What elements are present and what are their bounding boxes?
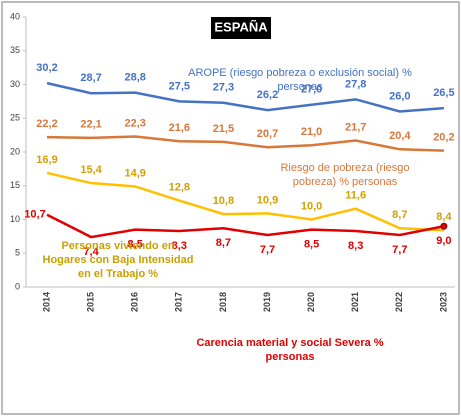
y-tick-label: 5 — [15, 248, 20, 258]
x-tick-label: 2015 — [85, 292, 95, 312]
value-label: 11,6 — [345, 190, 366, 202]
value-label: 15,4 — [80, 164, 102, 176]
value-label: 21,7 — [345, 121, 366, 133]
value-label: 7,7 — [392, 244, 407, 256]
value-label: 8,4 — [436, 211, 452, 223]
value-label: 20,2 — [433, 132, 454, 144]
marker — [440, 222, 448, 230]
y-tick-label: 30 — [10, 79, 20, 89]
series-line — [46, 135, 444, 152]
value-label: 26,5 — [433, 87, 454, 99]
x-tick-label: 2021 — [350, 292, 360, 312]
y-tick-label: 0 — [15, 281, 20, 291]
y-tick-label: 25 — [10, 113, 20, 123]
value-label: 8,3 — [172, 240, 187, 252]
value-label: 26,0 — [389, 90, 410, 102]
x-tick-label: 2014 — [41, 292, 51, 312]
value-label: 21,6 — [169, 122, 190, 134]
value-label: 27,5 — [169, 80, 190, 92]
series-label: Personas viviendo en Hogares con Baja In… — [42, 240, 194, 280]
value-label: 27,0 — [301, 84, 322, 96]
series-label: Carencia material y social Severa % pers… — [196, 337, 384, 363]
series-label: Riesgo de pobreza (riesgo pobreza) % per… — [280, 162, 410, 188]
value-label: 10,7 — [24, 209, 45, 221]
value-label: 8,3 — [348, 240, 363, 252]
value-label: 30,2 — [36, 62, 57, 74]
value-label: 21,5 — [213, 123, 234, 135]
value-label: 20,7 — [257, 128, 278, 140]
value-label: 9,0 — [436, 235, 451, 247]
value-label: 8,5 — [304, 239, 319, 251]
y-tick-label: 20 — [10, 146, 20, 156]
x-tick-label: 2016 — [130, 292, 140, 312]
y-tick-label: 35 — [10, 45, 20, 55]
value-label: 10,8 — [213, 195, 234, 207]
chart-title: ESPAÑA — [214, 19, 268, 34]
y-tick-label: 10 — [10, 214, 20, 224]
value-label: 8,5 — [128, 239, 143, 251]
series-label: AROPE (riesgo pobreza o exclusión social… — [188, 67, 412, 93]
y-tick-label: 15 — [10, 180, 20, 190]
x-tick-label: 2017 — [174, 292, 184, 312]
x-tick-label: 2019 — [262, 292, 272, 312]
x-tick-label: 2022 — [394, 292, 404, 312]
value-label: 8,7 — [392, 209, 407, 221]
value-label: 7,7 — [260, 244, 275, 256]
value-label: 12,8 — [169, 182, 190, 194]
value-label: 14,9 — [124, 167, 145, 179]
value-label: 22,3 — [124, 117, 145, 129]
series-line — [46, 81, 444, 113]
value-label: 27,3 — [213, 82, 234, 94]
x-tick-label: 2018 — [218, 292, 228, 312]
series-line — [46, 171, 444, 232]
value-label: 10,0 — [301, 200, 322, 212]
x-tick-label: 2020 — [306, 292, 316, 312]
y-tick-label: 40 — [10, 11, 20, 21]
value-label: 10,9 — [257, 194, 278, 206]
value-label: 16,9 — [36, 154, 57, 166]
value-label: 27,8 — [345, 78, 366, 90]
value-label: 22,2 — [36, 118, 57, 130]
value-label: 28,7 — [80, 72, 101, 84]
value-label: 21,0 — [301, 126, 322, 138]
value-label: 20,4 — [389, 130, 411, 142]
value-label: 28,8 — [124, 72, 145, 84]
series-line — [46, 213, 445, 239]
value-label: 8,7 — [216, 237, 231, 249]
value-label: 22,1 — [80, 119, 101, 131]
x-tick-label: 2023 — [438, 292, 448, 312]
value-label: 7,4 — [83, 246, 99, 258]
title-box — [211, 17, 271, 39]
value-label: 26,2 — [257, 89, 278, 101]
